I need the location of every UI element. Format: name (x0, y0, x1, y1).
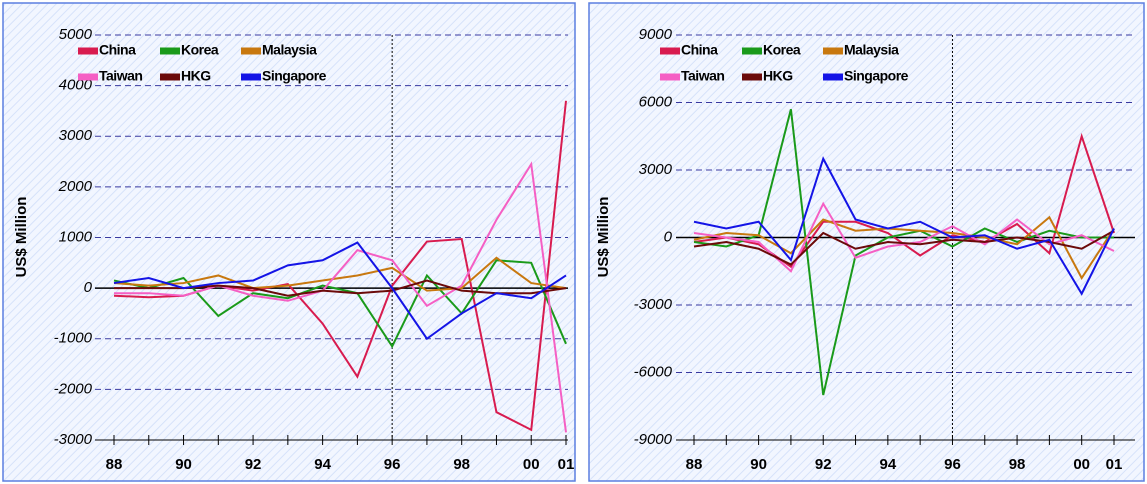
x-tick-label: 92 (815, 456, 832, 473)
y-axis-label: US$ Million (13, 197, 30, 278)
series-line (113, 256, 567, 292)
x-tick-label: 01 (558, 456, 575, 473)
y-tick-label: 3000 (59, 127, 93, 144)
series-line (693, 156, 1115, 296)
x-tick-label: 00 (1073, 456, 1090, 473)
legend-label: Malaysia (262, 42, 317, 58)
x-tick-label: 88 (686, 456, 703, 473)
x-tick-label: 94 (314, 456, 331, 473)
y-tick-label: -3000 (54, 431, 93, 448)
legend-label: HKG (763, 68, 793, 84)
x-tick-label: 00 (523, 456, 540, 473)
y-tick-label: 0 (664, 228, 673, 245)
x-tick-label: 96 (944, 456, 961, 473)
x-tick-label: 94 (880, 456, 897, 473)
y-tick-label: -2000 (54, 380, 93, 397)
y-tick-label: 6000 (639, 93, 673, 110)
panel (2, 2, 576, 482)
series-line (693, 109, 1114, 396)
legend-label: Malaysia (844, 42, 899, 58)
x-tick-label: 90 (750, 456, 767, 473)
y-tick-label: 0 (84, 279, 93, 296)
x-tick-label: 92 (245, 456, 262, 473)
y-tick-label: 3000 (639, 161, 673, 178)
legend-label: Singapore (844, 68, 909, 84)
y-tick-label: 5000 (59, 26, 93, 43)
y-axis-label: US$ Million (595, 197, 612, 278)
series-line (113, 241, 567, 341)
series-line (693, 201, 1115, 273)
legend-label: Taiwan (681, 68, 724, 84)
y-tick-label: 9000 (639, 26, 673, 43)
y-tick-label: 1000 (59, 228, 93, 245)
legend-label: China (681, 42, 718, 58)
y-tick-label: 4000 (59, 77, 93, 94)
legend-label: Korea (763, 42, 801, 58)
x-tick-label: 98 (453, 456, 470, 473)
x-tick-label: 01 (1106, 456, 1123, 473)
legend-label: Taiwan (99, 68, 142, 84)
legend-label: Singapore (262, 68, 327, 84)
y-tick-label: 2000 (58, 178, 93, 195)
legend-label: HKG (181, 68, 211, 84)
legend-label: Korea (181, 42, 219, 58)
series-line (113, 259, 567, 349)
legend-label: China (99, 42, 136, 58)
x-tick-label: 90 (175, 456, 192, 473)
y-tick-label: -3000 (634, 296, 673, 313)
x-tick-label: 88 (106, 456, 123, 473)
x-tick-label: 96 (384, 456, 401, 473)
y-tick-label: -6000 (634, 363, 673, 380)
series-line (114, 161, 567, 433)
series-line (693, 215, 1115, 280)
y-tick-label: -1000 (54, 330, 93, 347)
y-tick-label: -9000 (634, 431, 673, 448)
x-tick-label: 98 (1009, 456, 1026, 473)
